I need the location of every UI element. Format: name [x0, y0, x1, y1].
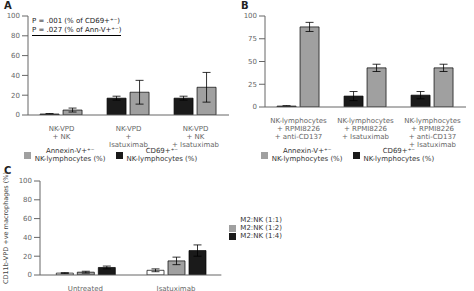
svg-text:50: 50	[248, 58, 257, 66]
svg-text:CD11b-VPD +ve macrophages (%): CD11b-VPD +ve macrophages (%)	[8, 172, 10, 284]
svg-text:Isatuximab: Isatuximab	[157, 285, 196, 291]
svg-text:NK-VPD+ NK+ Isatuximab: NK-VPD+ NK+ Isatuximab	[172, 125, 219, 149]
html-text:M2:NK (1:2): M2:NK (1:2)	[240, 224, 282, 232]
svg-text:NK-lymphocytes+ RPMI8226+ Isat: NK-lymphocytes+ RPMI8226+ Isatuximab	[337, 117, 394, 141]
html-text:CD69+⁺⁻ NK-lymphocytes (%): CD69+⁺⁻ NK-lymphocytes (%)	[363, 147, 435, 163]
svg-text:NK-lymphocytes+ RPMI8226+ anti: NK-lymphocytes+ RPMI8226+ anti-CD137	[270, 117, 327, 141]
svg-text:0: 0	[28, 271, 32, 279]
svg-text:0: 0	[16, 111, 20, 119]
html-text:Annexin-V+⁺⁻ NK-lymphocytes (%: Annexin-V+⁺⁻ NK-lymphocytes (%)	[34, 147, 106, 163]
svg-text:20: 20	[23, 253, 32, 261]
svg-text:75: 75	[248, 35, 257, 43]
svg-text:Untreated: Untreated	[68, 285, 103, 291]
svg-text:100: 100	[19, 177, 32, 185]
html-text:C: C	[4, 165, 12, 176]
html-text:M2:NK (1:1): M2:NK (1:1)	[240, 216, 282, 224]
svg-text:80: 80	[11, 32, 20, 40]
svg-text:60: 60	[23, 215, 32, 223]
svg-text:100: 100	[8, 12, 20, 20]
svg-text:40: 40	[11, 72, 20, 80]
svg-text:100: 100	[244, 12, 257, 20]
svg-text:60: 60	[11, 52, 20, 60]
html-text:B: B	[241, 0, 249, 11]
svg-text:0: 0	[253, 103, 257, 111]
svg-text:NK-VPD+Isatuximab: NK-VPD+Isatuximab	[109, 125, 148, 149]
html-text:CD69+⁺⁻ NK-lymphocytes (%): CD69+⁺⁻ NK-lymphocytes (%)	[126, 147, 198, 163]
svg-text:80: 80	[23, 196, 32, 204]
svg-text:20: 20	[11, 92, 20, 100]
svg-text:NK-lymphocytes+ RPMI8226+ anti: NK-lymphocytes+ RPMI8226+ anti-CD137+ Is…	[404, 117, 461, 149]
svg-text:40: 40	[23, 234, 32, 242]
html-text:P = .001 (% of CD69+⁺⁻): P = .001 (% of CD69+⁺⁻)	[32, 17, 121, 25]
html-text:M2:NK (1:4): M2:NK (1:4)	[240, 232, 282, 241]
html-text:P = .027 (% of Ann-V+⁺⁻): P = .027 (% of Ann-V+⁺⁻)	[32, 26, 122, 34]
svg-text:25: 25	[248, 81, 257, 89]
html-text:A: A	[4, 0, 12, 11]
svg-text:NK-VPD+ NK: NK-VPD+ NK	[49, 125, 75, 141]
html-text:Annexin-V+⁺⁻ NK-lymphocytes (%: Annexin-V+⁺⁻ NK-lymphocytes (%)	[271, 147, 343, 163]
